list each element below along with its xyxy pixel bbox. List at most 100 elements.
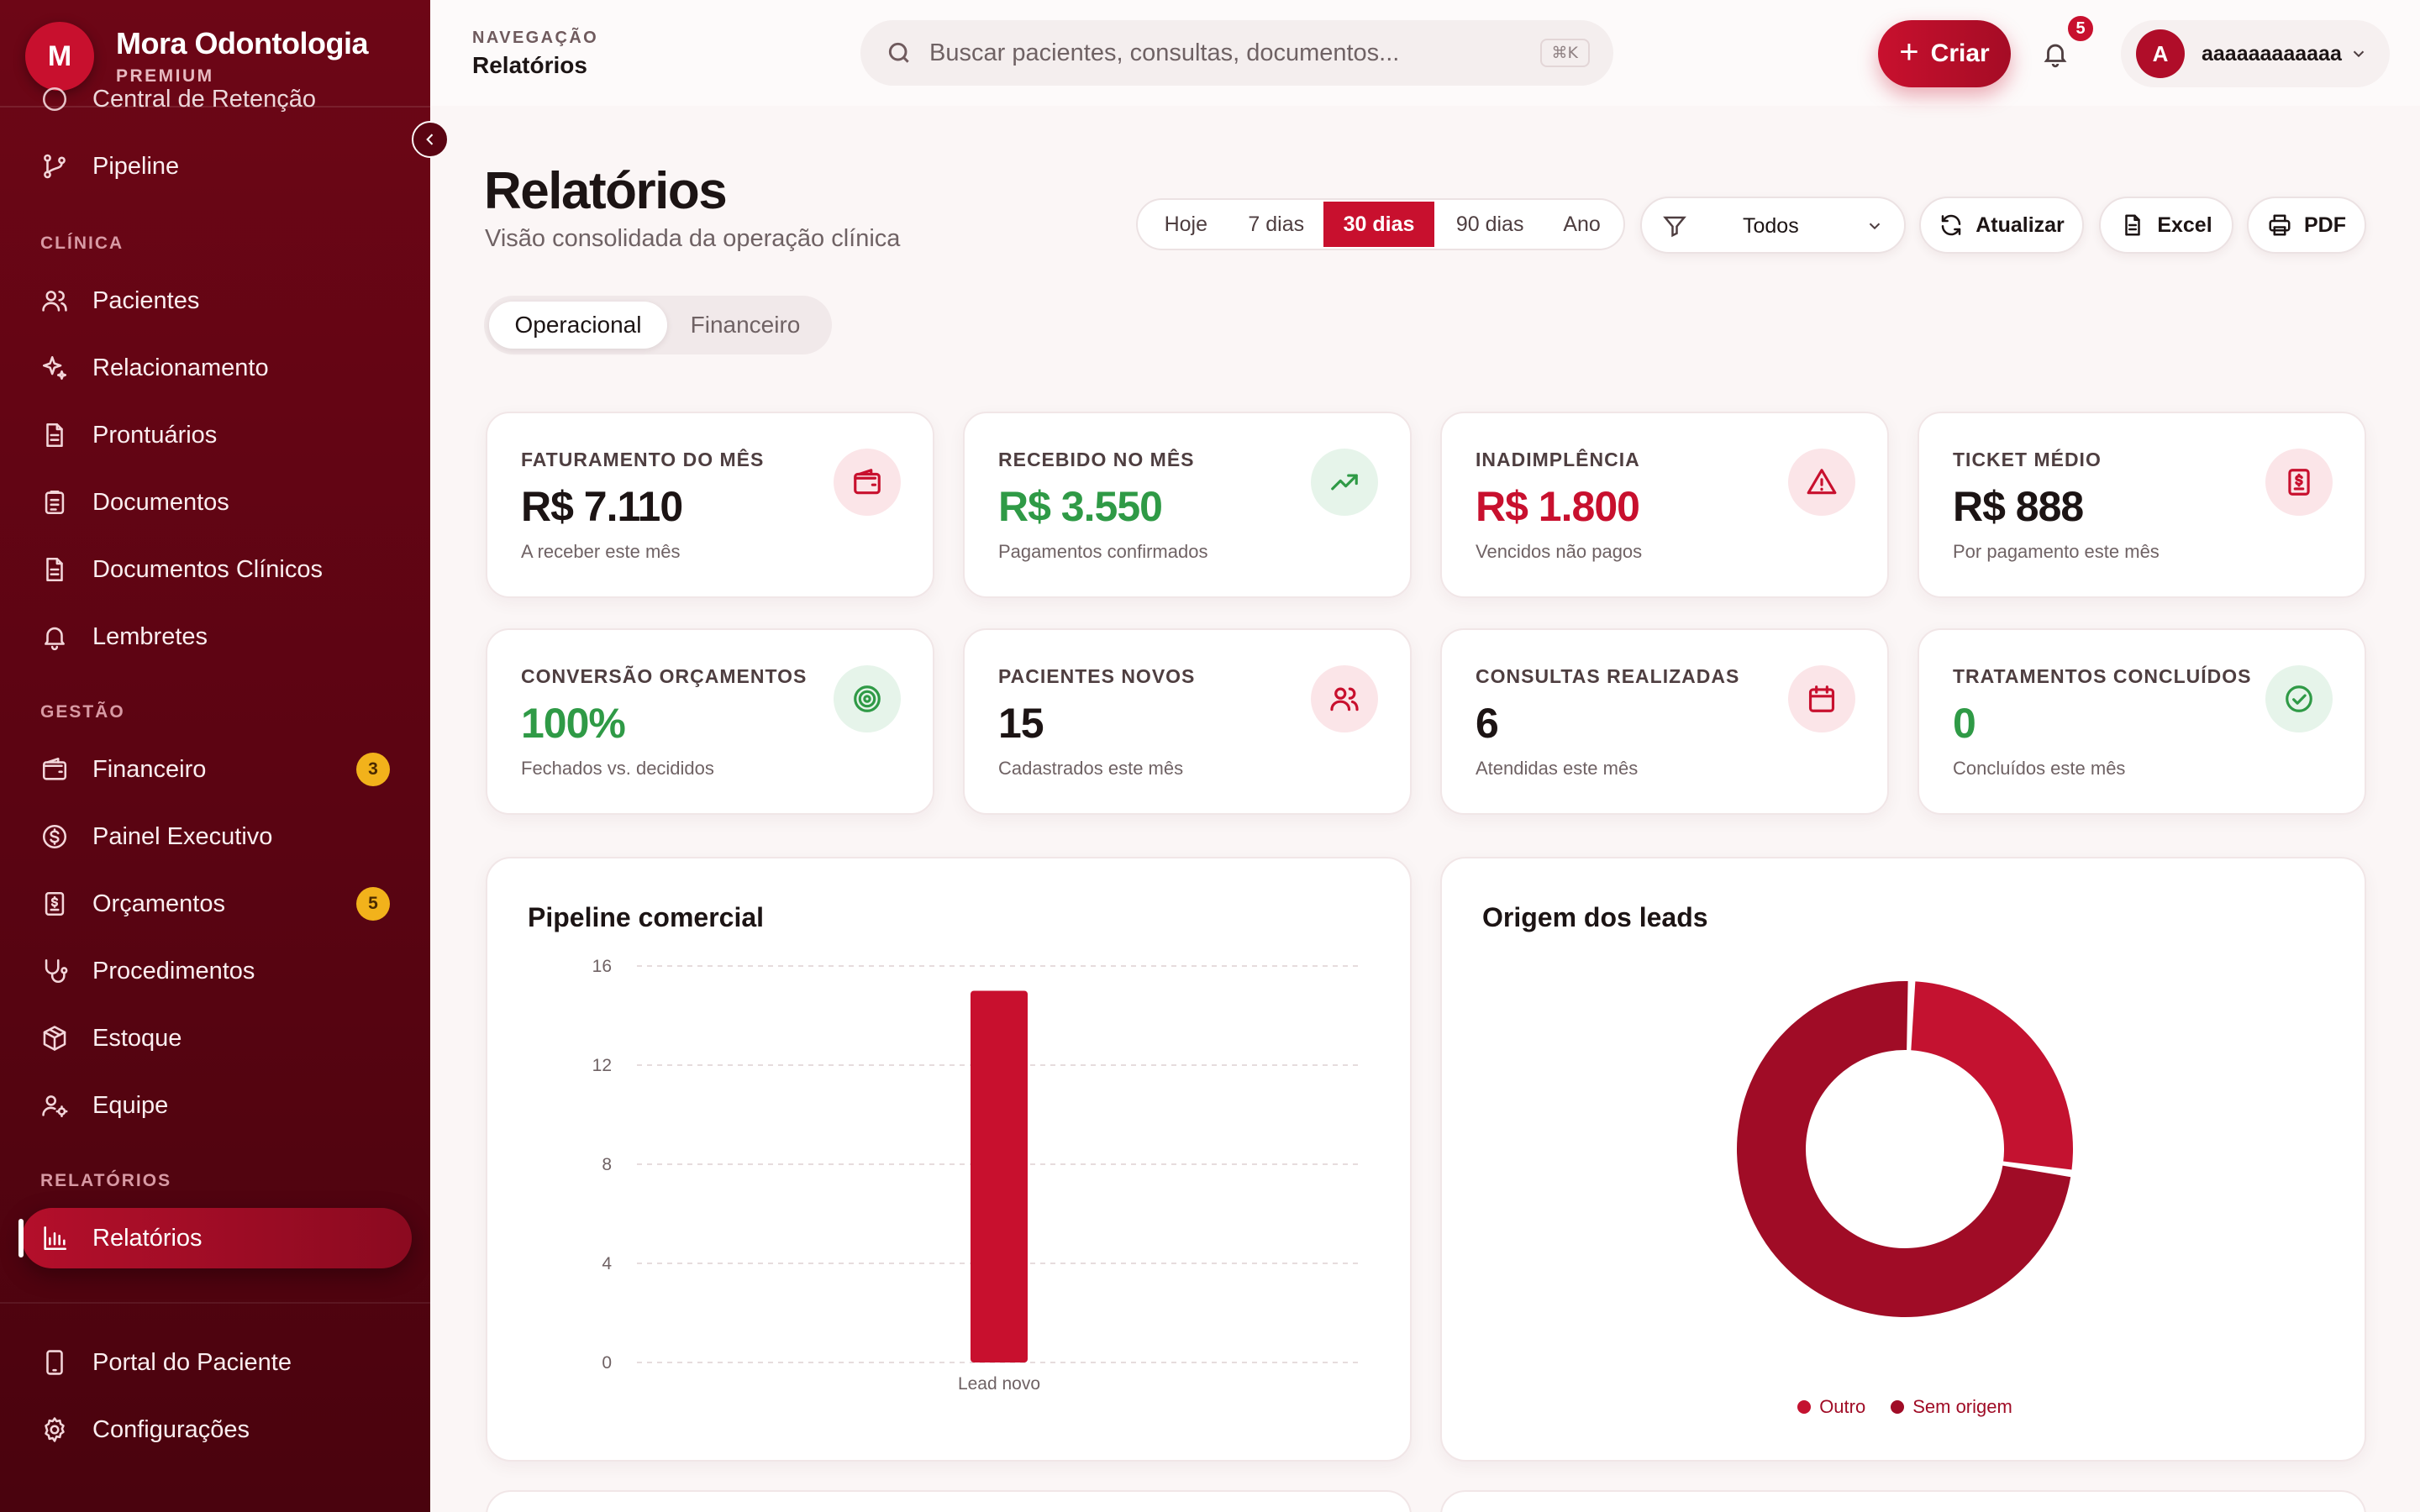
pipeline-bar-chart: 0 4 8 12 16 Lead novo <box>592 957 1361 1394</box>
kpi-value: 0 <box>1953 700 1976 747</box>
kpi-card-conversao[interactable]: CONVERSÃO ORÇAMENTOS 100% Fechados vs. d… <box>486 628 934 815</box>
avatar: A <box>2136 29 2185 78</box>
kpi-card-recebido[interactable]: RECEBIDO NO MÊS R$ 3.550 Pagamentos conf… <box>963 412 1412 598</box>
sidebar-item-label: Prontuários <box>92 421 218 449</box>
sidebar-badge: 3 <box>356 753 390 786</box>
section-relatorios: RELATÓRIOS <box>40 1171 172 1190</box>
users-icon <box>42 291 67 312</box>
sidebar-item-pipeline[interactable]: Pipeline <box>22 136 408 197</box>
sidebar-item-central-retencao[interactable]: Central de Retenção <box>22 69 408 129</box>
sidebar-item-painel-executivo[interactable]: Painel Executivo <box>22 806 408 867</box>
search-input[interactable]: Buscar pacientes, consultas, documentos.… <box>860 20 1613 86</box>
kpi-card-consultas[interactable]: CONSULTAS REALIZADAS 6 Atendidas este mê… <box>1440 628 1889 815</box>
pipeline-chart-card: Pipeline comercial 0 4 8 12 16 Lead novo <box>486 857 1412 1462</box>
kpi-value: 15 <box>998 700 1044 747</box>
wallet-icon <box>834 449 901 516</box>
sidebar-item-configuracoes[interactable]: Configurações <box>22 1399 408 1460</box>
pie-slice[interactable] <box>1911 981 2073 1170</box>
kpi-card-faturamento[interactable]: FATURAMENTO DO MÊS R$ 7.110 A receber es… <box>486 412 934 598</box>
kpi-label: CONVERSÃO ORÇAMENTOS <box>521 665 808 687</box>
receipt-icon <box>2265 449 2333 516</box>
x-tick-label: Lead novo <box>958 1374 1040 1394</box>
spreadsheet-icon <box>2125 214 2141 236</box>
sidebar-item-orcamentos[interactable]: Orçamentos 5 <box>22 874 408 934</box>
create-button[interactable]: + Criar <box>1878 20 2011 87</box>
kpi-value: R$ 7.110 <box>521 483 683 530</box>
chevron-left-icon <box>426 134 434 145</box>
refresh-button[interactable]: Atualizar <box>1919 197 2084 254</box>
clipboard-icon <box>45 490 65 515</box>
export-excel-button[interactable]: Excel <box>2099 197 2233 254</box>
lead-origin-donut-chart <box>1737 981 2073 1317</box>
brand[interactable]: M Mora Odontologia PREMIUM <box>25 18 420 94</box>
sidebar-item-documentos[interactable]: Documentos <box>22 472 408 533</box>
trending-up-icon <box>1311 449 1378 516</box>
chevron-down-icon <box>1869 223 1881 230</box>
kpi-note: Concluídos este mês <box>1953 758 2126 779</box>
gear-icon <box>45 1417 65 1442</box>
collapse-sidebar-button[interactable] <box>412 121 449 158</box>
sidebar-item-label: Documentos <box>92 488 229 516</box>
kpi-card-tratamentos[interactable]: TRATAMENTOS CONCLUÍDOS 0 Concluídos este… <box>1918 628 2366 815</box>
chart-legend: Outro Sem origem <box>1442 1396 2368 1418</box>
sidebar-item-label: Estoque <box>92 1024 182 1052</box>
notifications-button[interactable] <box>2035 34 2075 74</box>
target-icon <box>834 665 901 732</box>
sidebar-item-documentos-clinicos[interactable]: Documentos Clínicos <box>22 539 408 600</box>
sidebar-item-label: Configurações <box>92 1415 250 1443</box>
tab-financeiro[interactable]: Financeiro <box>690 312 801 338</box>
kpi-card-pacientes-novos[interactable]: PACIENTES NOVOS 15 Cadastrados este mês <box>963 628 1412 815</box>
sidebar-item-pacientes[interactable]: Pacientes <box>22 270 408 331</box>
user-name: aaaaaaaaaaaa <box>2202 41 2342 66</box>
sidebar-item-estoque[interactable]: Estoque <box>22 1008 408 1068</box>
refresh-label: Atualizar <box>1975 213 2065 237</box>
sidebar-item-relatorios[interactable]: Relatórios <box>22 1208 412 1268</box>
period-hoje[interactable]: Hoje <box>1164 212 1207 236</box>
kpi-label: CONSULTAS REALIZADAS <box>1476 665 1740 687</box>
period-30-dias[interactable]: 30 dias <box>1323 202 1435 247</box>
sidebar-item-portal-paciente[interactable]: Portal do Paciente <box>22 1332 408 1393</box>
pie-slice[interactable] <box>1737 981 2071 1317</box>
notifications-badge: 5 <box>2065 13 2096 44</box>
bar[interactable] <box>971 990 1028 1363</box>
sidebar-item-equipe[interactable]: Equipe <box>22 1075 408 1136</box>
sidebar-item-prontuarios[interactable]: Prontuários <box>22 405 408 465</box>
period-ano[interactable]: Ano <box>1563 212 1601 236</box>
sidebar-item-label: Documentos Clínicos <box>92 555 323 583</box>
legend-item[interactable]: Outro <box>1797 1396 1865 1418</box>
kpi-card-inadimplencia[interactable]: INADIMPLÊNCIA R$ 1.800 Vencidos não pago… <box>1440 412 1889 598</box>
breadcrumb-kicker: NAVEGAÇÃO <box>472 29 599 47</box>
user-menu[interactable]: A aaaaaaaaaaaa <box>2121 20 2390 87</box>
bell-icon <box>45 627 65 651</box>
kpi-label: FATURAMENTO DO MÊS <box>521 449 765 470</box>
sidebar-item-financeiro[interactable]: Financeiro 3 <box>22 739 408 800</box>
y-tick-label: 8 <box>602 1155 612 1174</box>
sidebar-item-label: Relatórios <box>92 1224 203 1252</box>
kpi-note: Cadastrados este mês <box>998 758 1184 779</box>
tab-operacional[interactable]: Operacional <box>489 302 667 349</box>
next-card-stub <box>1440 1490 2366 1512</box>
export-pdf-button[interactable]: PDF <box>2247 197 2366 254</box>
dollar-circle-icon <box>42 824 67 849</box>
y-tick-label: 12 <box>592 1056 612 1075</box>
sidebar-item-label: Financeiro <box>92 755 207 783</box>
lead-origin-chart-title: Origem dos leads <box>1482 902 1708 932</box>
sidebar-item-procedimentos[interactable]: Procedimentos <box>22 941 408 1001</box>
section-gestao: GESTÃO <box>40 702 125 722</box>
kpi-card-ticket-medio[interactable]: TICKET MÉDIO R$ 888 Por pagamento este m… <box>1918 412 2366 598</box>
topbar: NAVEGAÇÃO Relatórios Buscar pacientes, c… <box>430 0 2420 106</box>
sidebar-item-lembretes[interactable]: Lembretes <box>22 606 408 667</box>
kpi-value: 6 <box>1476 700 1499 747</box>
sidebar-item-label: Pipeline <box>92 152 180 180</box>
kpi-label: INADIMPLÊNCIA <box>1476 449 1640 470</box>
sidebar-item-label: Relacionamento <box>92 354 269 381</box>
legend-item[interactable]: Sem origem <box>1891 1396 2012 1418</box>
period-90-dias[interactable]: 90 dias <box>1455 212 1524 236</box>
y-tick-label: 0 <box>602 1353 612 1373</box>
period-7-dias[interactable]: 7 dias <box>1248 212 1305 236</box>
legend-label: Outro <box>1819 1396 1866 1417</box>
active-indicator <box>18 1219 24 1257</box>
sidebar-item-relacionamento[interactable]: Relacionamento <box>22 338 408 398</box>
user-cog-icon <box>42 1095 68 1118</box>
filter-select[interactable]: Todos <box>1640 197 1906 254</box>
